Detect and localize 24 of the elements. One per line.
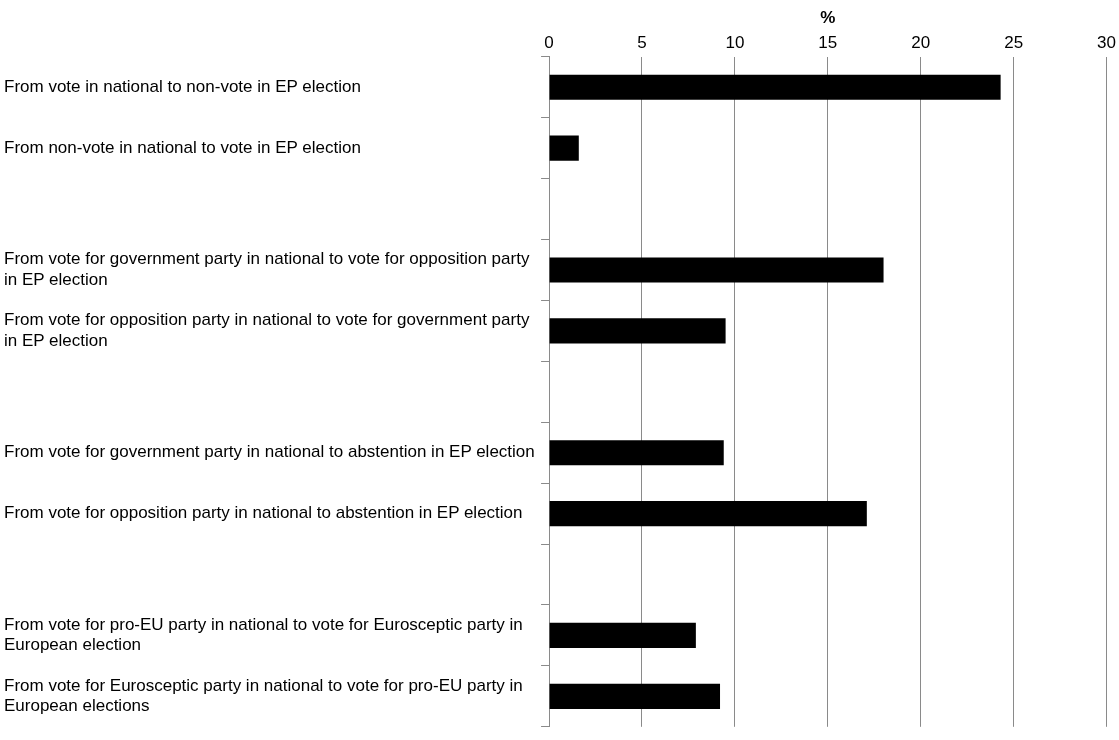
x-tick-label: 30 xyxy=(1097,33,1117,53)
bar xyxy=(549,440,724,466)
bar xyxy=(549,622,696,648)
y-tick-label: From vote for opposition party in national to vote for government party in EP election xyxy=(4,310,530,350)
y-tick-label: From vote in national to non-vote in EP election xyxy=(4,76,361,96)
x-tick-label: 25 xyxy=(1004,33,1024,53)
bar xyxy=(549,318,726,344)
y-tick-label: From vote for government party in national to abstention in EP election xyxy=(4,442,535,462)
x-tick-label: 15 xyxy=(818,33,838,53)
x-tick-label: 20 xyxy=(911,33,931,53)
y-tick-label: From vote for Eurosceptic party in national to vote for pro-EU party in European elections xyxy=(4,675,523,716)
x-tick-label: 5 xyxy=(637,33,647,53)
x-axis-title: % xyxy=(820,7,836,27)
bar xyxy=(549,74,1001,100)
y-tick-label: From vote for opposition party in national to abstention in EP election xyxy=(4,503,523,523)
bar xyxy=(549,501,867,527)
bar xyxy=(549,135,579,161)
y-tick-label: From vote for pro-EU party in national to vote for Eurosceptic party in European election xyxy=(4,614,523,655)
y-tick-label: From non-vote in national to vote in EP election xyxy=(4,137,361,157)
x-tick-label: 0 xyxy=(544,33,554,53)
y-tick-label: From vote for government party in national to vote for opposition party in EP election xyxy=(4,249,530,289)
bar xyxy=(549,257,884,283)
bar xyxy=(549,683,721,709)
x-tick-label: 10 xyxy=(725,33,745,53)
